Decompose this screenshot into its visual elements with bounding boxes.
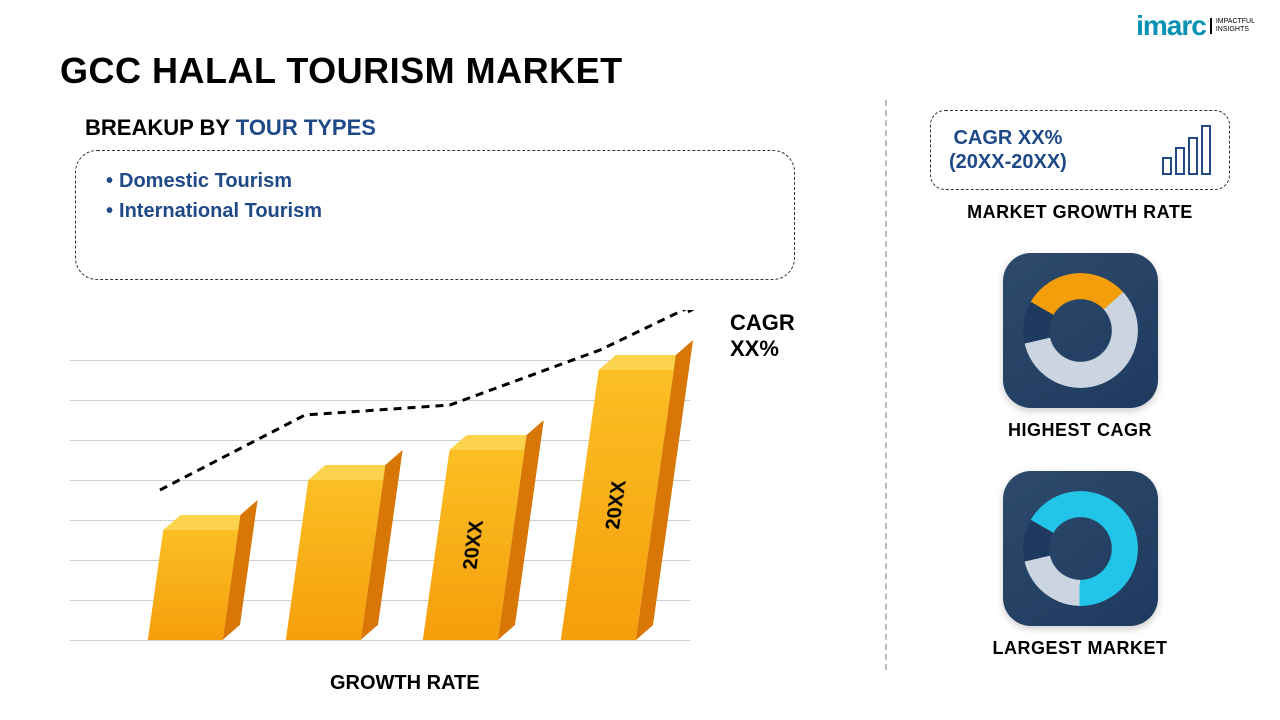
breakup-subtitle: BREAKUP BY TOUR TYPES: [85, 115, 376, 141]
breakup-item: •Domestic Tourism: [106, 166, 764, 196]
largest-market-label: LARGEST MARKET: [920, 638, 1240, 659]
right-panel: CAGR XX% (20XX-20XX) MARKET GROWTH RATE …: [920, 110, 1240, 659]
donut-center-value: XX%: [1060, 320, 1100, 341]
market-growth-label: MARKET GROWTH RATE: [920, 202, 1240, 223]
vertical-divider: [885, 100, 887, 670]
x-axis-label: GROWTH RATE: [330, 672, 480, 695]
growth-chart: 20XX20XX CAGR XX% GROWTH RATE: [70, 310, 830, 670]
chart-bar: 20XX: [423, 450, 525, 640]
chart-bars: 20XX 20XX: [117, 310, 713, 640]
donut-center-value: XX: [1068, 538, 1092, 559]
highest-cagr-label: HIGHEST CAGR: [920, 420, 1240, 441]
highest-cagr-donut: XX%: [1023, 273, 1138, 388]
chart-bar: [148, 530, 238, 640]
mini-bars-icon: [1162, 125, 1211, 175]
largest-market-card: XX: [1003, 471, 1158, 626]
logo-text: imarc: [1136, 10, 1206, 42]
largest-market-donut: XX: [1023, 491, 1138, 606]
breakup-item: •International Tourism: [106, 196, 764, 226]
brand-logo: imarc IMPACTFULINSIGHTS: [1136, 10, 1255, 42]
highest-cagr-card: XX%: [1003, 253, 1158, 408]
cagr-label: CAGR XX%: [730, 310, 830, 362]
breakup-box: •Domestic Tourism •International Tourism: [75, 150, 795, 280]
chart-bar: [286, 480, 383, 640]
chart-bar: 20XX: [561, 370, 674, 640]
subtitle-prefix: BREAKUP BY: [85, 115, 236, 140]
logo-tagline: IMPACTFULINSIGHTS: [1210, 18, 1255, 33]
cagr-summary-text: CAGR XX% (20XX-20XX): [949, 126, 1067, 174]
cagr-summary-box: CAGR XX% (20XX-20XX): [930, 110, 1230, 190]
page-title: GCC HALAL TOURISM MARKET: [60, 50, 623, 92]
subtitle-highlight: TOUR TYPES: [236, 115, 376, 140]
